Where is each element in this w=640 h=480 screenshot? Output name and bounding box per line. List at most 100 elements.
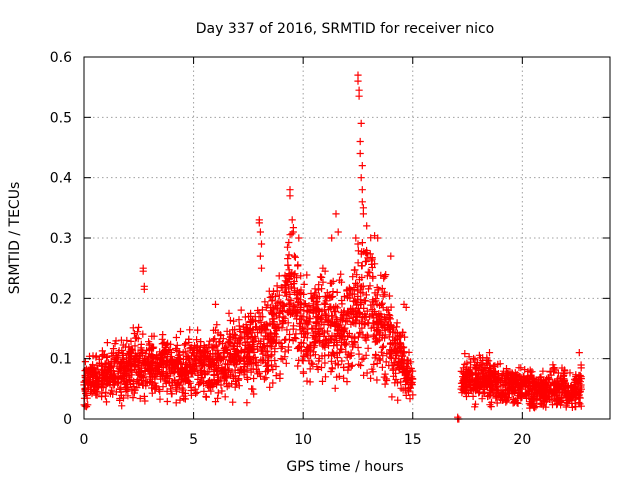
data-point	[259, 343, 267, 351]
data-point	[407, 358, 415, 366]
data-point	[311, 285, 319, 293]
data-point	[559, 372, 567, 380]
data-point	[362, 333, 370, 341]
data-point	[471, 356, 479, 364]
data-point	[282, 289, 290, 297]
data-point	[299, 368, 307, 376]
data-point	[398, 352, 406, 360]
data-point	[114, 367, 123, 375]
data-point	[541, 382, 549, 390]
data-point	[544, 374, 552, 382]
data-point	[181, 348, 189, 356]
data-point	[300, 339, 308, 347]
data-point	[400, 363, 408, 371]
data-point	[102, 353, 111, 361]
data-point	[378, 343, 387, 352]
data-point	[237, 306, 245, 314]
data-point	[205, 383, 213, 391]
data-point	[337, 309, 345, 317]
data-point	[371, 307, 379, 316]
data-point	[333, 329, 341, 338]
data-point	[312, 313, 320, 321]
data-point	[81, 358, 89, 366]
data-point	[347, 306, 355, 314]
data-point	[281, 336, 289, 344]
data-point	[161, 377, 169, 385]
data-point	[353, 281, 361, 289]
data-point	[267, 361, 276, 369]
data-point	[537, 378, 545, 386]
data-point	[102, 382, 110, 390]
data-point	[167, 385, 175, 393]
data-point	[343, 378, 351, 386]
data-point	[347, 351, 355, 359]
data-point	[553, 399, 561, 407]
data-point	[390, 361, 398, 369]
data-point	[493, 383, 501, 391]
data-point	[377, 348, 385, 356]
data-point	[366, 250, 374, 258]
y-tick-label: 0	[63, 412, 72, 428]
data-point	[240, 371, 248, 379]
data-point	[81, 387, 89, 395]
data-point	[457, 367, 465, 375]
data-point	[177, 359, 185, 367]
data-point	[105, 365, 113, 373]
data-point	[290, 252, 298, 260]
data-point	[393, 349, 401, 357]
data-point	[352, 279, 360, 287]
data-point	[201, 349, 209, 357]
data-point	[480, 385, 488, 393]
data-point	[392, 335, 400, 343]
data-point	[361, 258, 370, 266]
chart-title: Day 337 of 2016, SRMTID for receiver nic…	[196, 21, 494, 37]
data-point	[258, 306, 266, 314]
data-point	[129, 394, 137, 402]
data-point	[306, 365, 314, 373]
data-point	[107, 373, 115, 381]
data-point	[355, 350, 363, 358]
data-point	[199, 379, 208, 388]
data-point	[250, 374, 258, 383]
data-point	[378, 363, 386, 371]
data-point	[352, 312, 360, 321]
data-point	[277, 283, 285, 292]
data-point	[257, 372, 265, 380]
data-point	[357, 119, 365, 127]
data-point	[174, 367, 182, 375]
data-point	[286, 192, 294, 200]
data-point	[145, 338, 153, 346]
data-point	[335, 348, 344, 357]
data-point	[554, 369, 562, 377]
data-point	[285, 251, 293, 259]
data-point	[353, 271, 361, 279]
data-point	[381, 324, 389, 332]
data-point	[542, 375, 551, 383]
data-point	[214, 370, 222, 378]
data-point	[102, 388, 110, 396]
data-point	[366, 269, 374, 277]
data-point	[163, 373, 171, 381]
data-point	[356, 137, 364, 146]
data-point	[292, 295, 301, 303]
data-point	[345, 329, 353, 338]
data-point	[338, 300, 346, 308]
data-point	[262, 374, 270, 382]
data-point	[225, 352, 233, 360]
data-point	[351, 266, 359, 274]
data-point	[485, 374, 493, 382]
data-point	[305, 302, 313, 310]
data-point	[251, 332, 259, 341]
data-point	[407, 379, 415, 387]
data-point	[225, 338, 233, 347]
data-point	[92, 391, 100, 399]
data-point	[355, 92, 363, 100]
data-point	[358, 186, 366, 194]
data-point	[348, 290, 356, 298]
data-point	[245, 349, 253, 357]
data-point	[392, 369, 400, 377]
data-point	[334, 361, 342, 369]
data-point	[404, 384, 412, 393]
data-point	[284, 343, 293, 351]
data-point	[497, 377, 505, 385]
